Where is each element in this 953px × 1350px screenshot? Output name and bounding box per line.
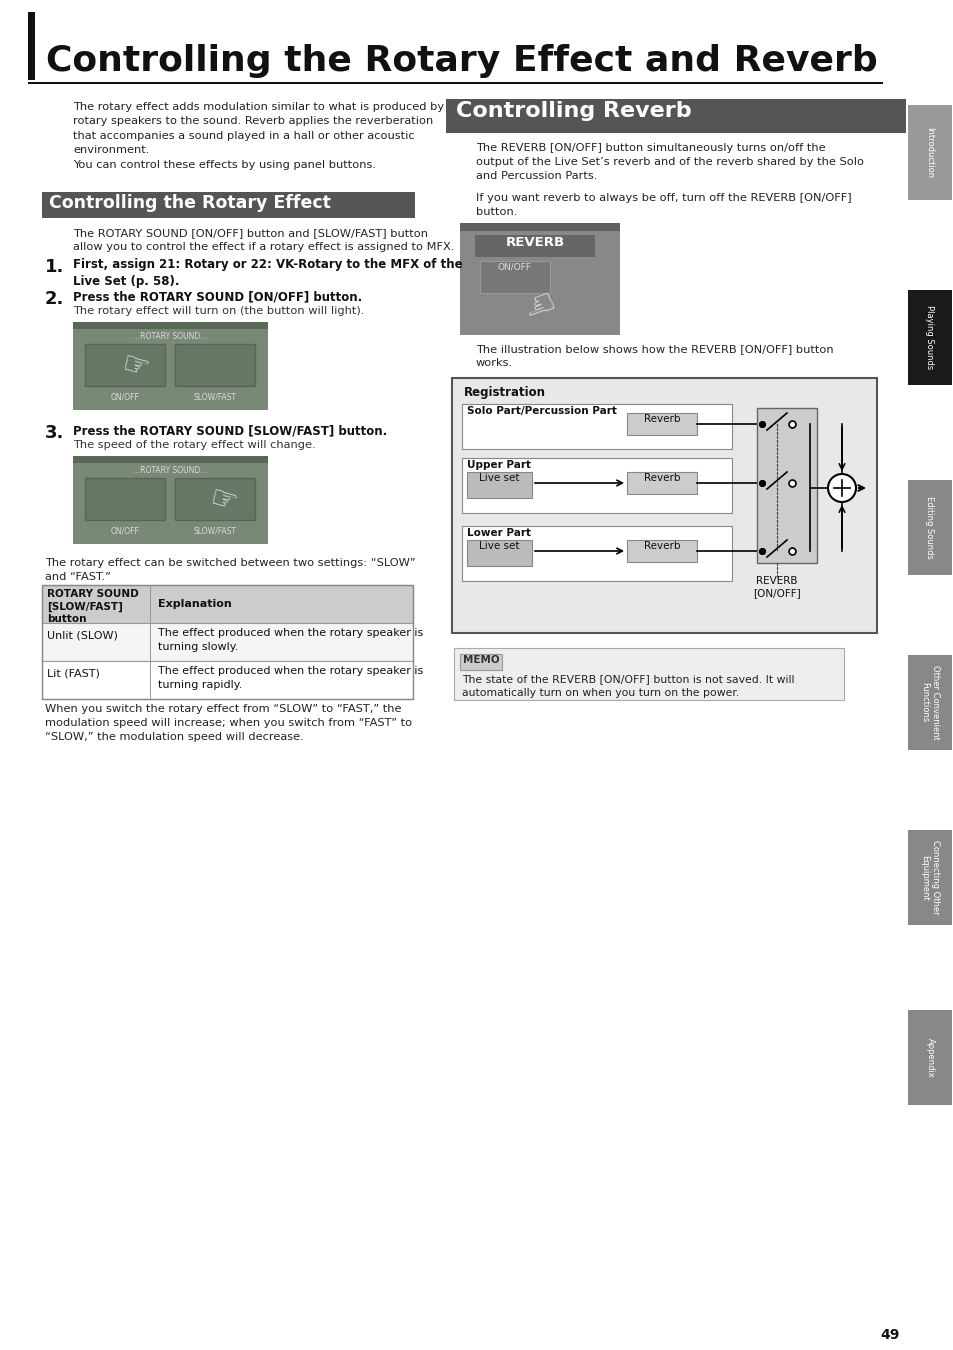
Bar (42, 585, 413, 622)
Bar (626, 472, 697, 494)
Bar (85, 478, 165, 520)
Bar (73, 323, 268, 410)
Text: First, assign 21: Rotary or 22: VK-Rotary to the MFX of the
Live Set (p. 58).: First, assign 21: Rotary or 22: VK-Rotar… (73, 258, 462, 289)
Bar (174, 478, 254, 520)
Text: Editing Sounds: Editing Sounds (924, 495, 934, 559)
Bar (452, 378, 876, 633)
Text: REVERB
[ON/OFF]: REVERB [ON/OFF] (752, 576, 800, 598)
Text: The effect produced when the rotary speaker is
turning rapidly.: The effect produced when the rotary spea… (158, 666, 423, 690)
Bar (150, 622, 151, 662)
Text: SLOW/FAST: SLOW/FAST (193, 393, 236, 402)
Text: Reverb: Reverb (643, 414, 679, 424)
Bar (907, 1010, 951, 1106)
Text: The rotary effect can be switched between two settings: “SLOW”
and “FAST.”: The rotary effect can be switched betwee… (45, 558, 416, 582)
Bar (461, 458, 731, 513)
Bar (85, 344, 165, 386)
Text: ☞: ☞ (118, 350, 152, 385)
Text: ...ROTARY SOUND...: ...ROTARY SOUND... (132, 466, 207, 475)
Bar (28, 82, 882, 84)
Bar (459, 223, 619, 335)
Text: Playing Sounds: Playing Sounds (924, 305, 934, 370)
Text: 2.: 2. (45, 290, 64, 308)
Bar (42, 585, 413, 699)
Bar (454, 648, 843, 701)
Bar (42, 192, 415, 217)
Bar (907, 655, 951, 751)
Bar (907, 290, 951, 385)
Text: Explanation: Explanation (158, 599, 232, 609)
Bar (42, 662, 413, 699)
Text: 3.: 3. (45, 424, 64, 441)
Bar (626, 540, 697, 562)
Text: ON/OFF: ON/OFF (111, 393, 139, 402)
Text: ON/OFF: ON/OFF (497, 263, 532, 271)
Bar (907, 830, 951, 925)
Text: Upper Part: Upper Part (467, 460, 531, 470)
Bar (467, 472, 532, 498)
Text: Controlling the Rotary Effect and Reverb: Controlling the Rotary Effect and Reverb (46, 45, 877, 78)
Text: The rotary effect will turn on (the button will light).: The rotary effect will turn on (the butt… (73, 306, 364, 316)
Bar (461, 404, 731, 450)
Text: 49: 49 (879, 1328, 899, 1342)
Text: Controlling the Rotary Effect: Controlling the Rotary Effect (49, 194, 331, 212)
Bar (907, 105, 951, 200)
Text: Connecting Other
Equipment: Connecting Other Equipment (919, 840, 939, 915)
Text: Live set: Live set (478, 541, 518, 551)
Bar (461, 526, 731, 580)
Text: The illustration below shows how the REVERB [ON/OFF] button
works.: The illustration below shows how the REV… (476, 344, 833, 369)
Bar (174, 344, 254, 386)
Bar (28, 12, 35, 80)
Bar (459, 653, 501, 670)
Text: Registration: Registration (463, 386, 545, 400)
Text: The ROTARY SOUND [ON/OFF] button and [SLOW/FAST] button
allow you to control the: The ROTARY SOUND [ON/OFF] button and [SL… (73, 228, 454, 252)
Text: ROTARY SOUND
[SLOW/FAST]
button: ROTARY SOUND [SLOW/FAST] button (47, 589, 138, 624)
Text: Press the ROTARY SOUND [ON/OFF] button.: Press the ROTARY SOUND [ON/OFF] button. (73, 290, 362, 302)
Text: REVERB: REVERB (505, 236, 564, 248)
Bar (73, 456, 268, 463)
Text: Unlit (SLOW): Unlit (SLOW) (47, 630, 118, 641)
Bar (150, 662, 151, 699)
Text: Other Convenient
Functions: Other Convenient Functions (919, 666, 939, 740)
Text: ☞: ☞ (512, 281, 554, 324)
Bar (907, 481, 951, 575)
Text: The speed of the rotary effect will change.: The speed of the rotary effect will chan… (73, 440, 315, 450)
Bar (73, 456, 268, 544)
Text: The state of the REVERB [ON/OFF] button is not saved. It will
automatically turn: The state of the REVERB [ON/OFF] button … (461, 674, 794, 698)
Text: The effect produced when the rotary speaker is
turning slowly.: The effect produced when the rotary spea… (158, 628, 423, 652)
Text: ...ROTARY SOUND...: ...ROTARY SOUND... (132, 332, 207, 342)
Bar (475, 235, 595, 256)
Text: SLOW/FAST: SLOW/FAST (193, 526, 236, 536)
Text: Introduction: Introduction (924, 127, 934, 178)
Bar (42, 622, 413, 662)
Text: Controlling Reverb: Controlling Reverb (456, 101, 691, 122)
Text: The rotary effect adds modulation similar to what is produced by
rotary speakers: The rotary effect adds modulation simila… (73, 103, 444, 170)
Text: Live set: Live set (478, 472, 518, 483)
Text: 1.: 1. (45, 258, 64, 275)
Text: Lower Part: Lower Part (467, 528, 531, 539)
Text: Reverb: Reverb (643, 541, 679, 551)
Text: Reverb: Reverb (643, 472, 679, 483)
Circle shape (827, 474, 855, 502)
Bar (757, 408, 816, 563)
Bar (73, 323, 268, 329)
Text: Solo Part/Percussion Part: Solo Part/Percussion Part (467, 406, 617, 416)
Text: When you switch the rotary effect from “SLOW” to “FAST,” the
modulation speed wi: When you switch the rotary effect from “… (45, 703, 412, 742)
Text: Lit (FAST): Lit (FAST) (47, 670, 100, 679)
Text: MEMO: MEMO (462, 655, 498, 666)
Bar (479, 261, 550, 293)
Bar (467, 540, 532, 566)
Bar (459, 223, 619, 231)
Bar (150, 585, 151, 622)
Text: Appendix: Appendix (924, 1038, 934, 1077)
Text: ☞: ☞ (206, 485, 240, 520)
Text: Press the ROTARY SOUND [SLOW/FAST] button.: Press the ROTARY SOUND [SLOW/FAST] butto… (73, 424, 387, 437)
Text: The REVERB [ON/OFF] button simultaneously turns on/off the
output of the Live Se: The REVERB [ON/OFF] button simultaneousl… (476, 143, 863, 181)
Bar (626, 413, 697, 435)
Bar (446, 99, 905, 134)
Text: ON/OFF: ON/OFF (111, 526, 139, 536)
Text: If you want reverb to always be off, turn off the REVERB [ON/OFF]
button.: If you want reverb to always be off, tur… (476, 193, 851, 217)
